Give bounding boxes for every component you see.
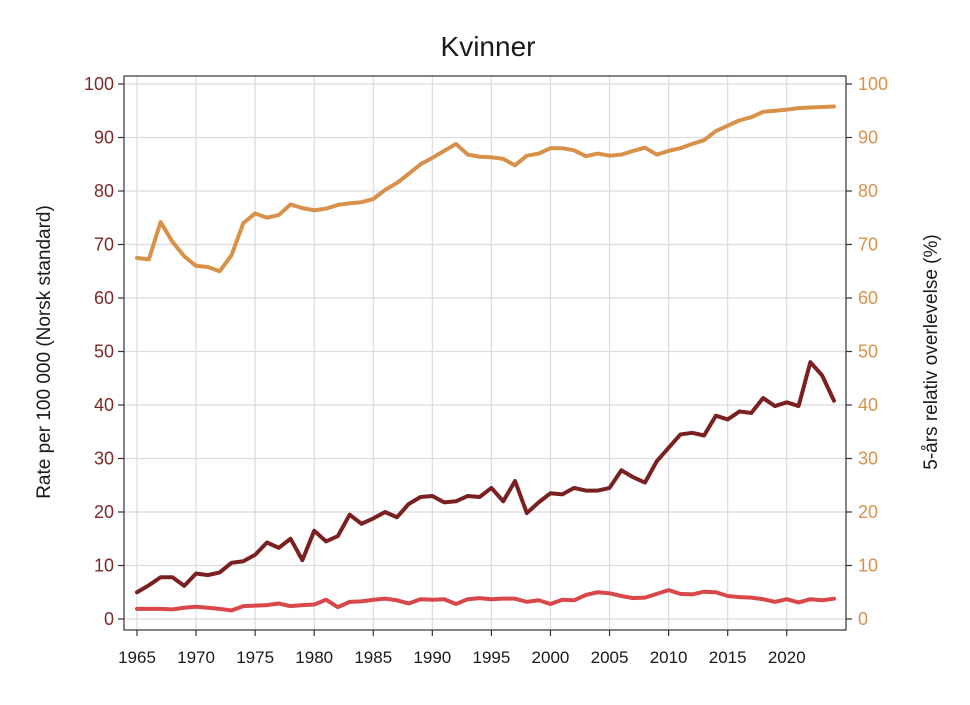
x-tick-label: 2015 xyxy=(709,648,747,667)
series-line-2 xyxy=(135,360,836,595)
left-tick-label: 30 xyxy=(94,449,114,469)
chart-title: Kvinner xyxy=(441,31,536,62)
x-tick-label: 2000 xyxy=(532,648,570,667)
right-tick-label: 50 xyxy=(858,342,878,362)
x-axis-ticks: 1965 1970 1975 1980 1985 1990 1995 2000 2005 2010… xyxy=(118,630,806,667)
x-tick-label: 1970 xyxy=(177,648,215,667)
right-tick-label: 20 xyxy=(858,502,878,522)
left-tick-label: 40 xyxy=(94,395,114,415)
y-axis-label: Rate per 100 000 (Norsk standard) xyxy=(34,205,55,499)
x-tick-label: 1980 xyxy=(295,648,333,667)
right-tick-label: 70 xyxy=(858,235,878,255)
grid-lines xyxy=(124,76,846,630)
x-tick-label: 1990 xyxy=(413,648,451,667)
x-tick-label: 1965 xyxy=(118,648,156,667)
left-tick-label: 100 xyxy=(84,74,114,94)
x-tick-label: 2020 xyxy=(768,648,806,667)
series-layer xyxy=(135,104,836,613)
left-tick-label: 70 xyxy=(94,235,114,255)
left-tick-label: 0 xyxy=(104,609,114,629)
right-tick-label: 40 xyxy=(858,395,878,415)
left-tick-label: 20 xyxy=(94,502,114,522)
right-tick-label: 60 xyxy=(858,288,878,308)
left-tick-label: 80 xyxy=(94,181,114,201)
left-tick-label: 60 xyxy=(94,288,114,308)
left-tick-label: 10 xyxy=(94,556,114,576)
series-line-3 xyxy=(135,588,836,613)
left-tick-label: 90 xyxy=(94,128,114,148)
y2-axis-label: 5-års relativ overlevelse (%) xyxy=(921,234,942,469)
x-tick-label: 1995 xyxy=(472,648,510,667)
right-tick-label: 10 xyxy=(858,556,878,576)
x-tick-label: 1985 xyxy=(354,648,392,667)
right-axis-ticks: 0 10 20 30 40 50 60 70 80 90 100 xyxy=(846,74,888,629)
right-tick-label: 90 xyxy=(858,128,878,148)
right-tick-label: 80 xyxy=(858,181,878,201)
plot-area-frame xyxy=(123,75,847,631)
x-tick-label: 2005 xyxy=(591,648,629,667)
series-line-1 xyxy=(135,104,836,274)
x-tick-label: 2010 xyxy=(650,648,688,667)
right-tick-label: 0 xyxy=(858,609,868,629)
x-tick-label: 1975 xyxy=(236,648,274,667)
left-axis-ticks: 0 10 20 30 40 50 60 70 80 90 100 xyxy=(84,74,124,629)
right-tick-label: 100 xyxy=(858,74,888,94)
left-tick-label: 50 xyxy=(94,342,114,362)
right-tick-label: 30 xyxy=(858,449,878,469)
